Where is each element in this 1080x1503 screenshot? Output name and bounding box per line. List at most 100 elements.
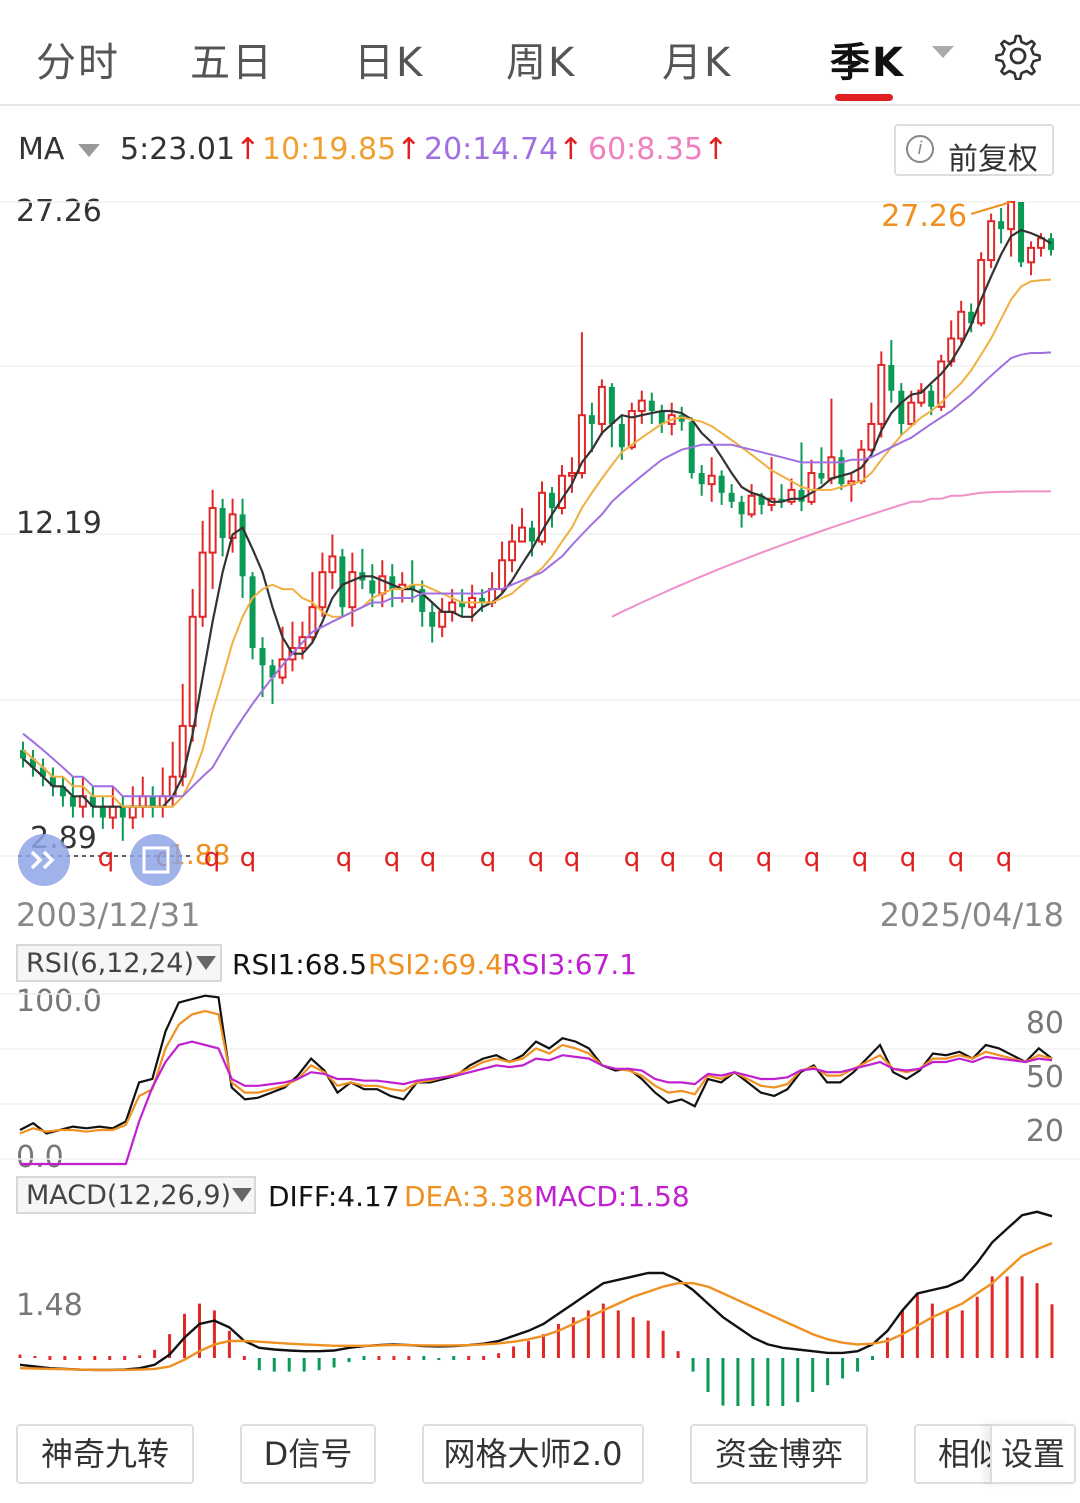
tab-weekly-k[interactable]: 周K (506, 40, 577, 86)
macd-histogram-bar (63, 1356, 67, 1360)
rsi-selector[interactable]: RSI(6,12,24) (16, 944, 222, 982)
macd-histogram-bar (168, 1334, 172, 1358)
magic-nine-button[interactable]: 神奇九转 (16, 1424, 194, 1484)
macd-histogram-bar (123, 1356, 127, 1360)
tab-five-day[interactable]: 五日 (190, 40, 274, 86)
candle-body-down (1048, 238, 1055, 251)
candle-body-up (957, 310, 966, 340)
q-signal-marker: q (384, 843, 401, 873)
macd-histogram-bar (766, 1358, 770, 1406)
rsi1-value: RSI1:68.5 (232, 948, 368, 981)
tab-intraday[interactable]: 分时 (36, 40, 120, 86)
macd-histogram-bar (631, 1317, 635, 1358)
candle-body-down (369, 580, 376, 594)
macd-histogram-bar (512, 1346, 516, 1358)
candle-body-down (409, 584, 416, 590)
candle-body-up (557, 474, 566, 510)
macd-histogram-bar (960, 1310, 964, 1358)
rsi-chart[interactable] (0, 986, 1080, 1166)
tab-quarterly-k[interactable]: 季K (830, 40, 905, 86)
ma-selector-label[interactable]: MA (18, 132, 65, 167)
candle-body-up (787, 488, 796, 503)
candle-body-down (758, 495, 765, 505)
dea-line (19, 1241, 1053, 1372)
end-date: 2025/04/18 (879, 896, 1064, 934)
candle-body-up (348, 571, 357, 609)
q-signal-marker: q (852, 843, 869, 873)
macd-histogram-bar (317, 1358, 321, 1371)
rsi-axis-50: 50 (1025, 1060, 1064, 1095)
macd-histogram-bar (541, 1334, 545, 1358)
candle-body-up (448, 601, 457, 613)
macd-histogram-bar (138, 1355, 142, 1358)
candle-body-up (707, 474, 716, 486)
candle-body-down (738, 501, 745, 515)
candle-body-up (198, 551, 207, 618)
ma60-value: 60:8.35↑ (588, 132, 729, 167)
settings-button[interactable]: 设置 (990, 1424, 1076, 1484)
macd-title: MACD(12,26,9) (26, 1180, 232, 1211)
chevron-down-icon[interactable] (932, 46, 954, 58)
macd-histogram-bar (601, 1303, 605, 1358)
candle-body-up (188, 615, 197, 727)
tab-daily-k[interactable]: 日K (354, 40, 425, 86)
q-signal-marker: q (98, 843, 115, 873)
square-icon (142, 846, 170, 874)
gear-icon[interactable] (994, 32, 1042, 80)
macd-histogram-bar (841, 1358, 845, 1379)
candle-body-up (917, 389, 926, 404)
macd-histogram-bar (242, 1356, 246, 1360)
candle-body-up (508, 540, 517, 562)
candle-body-up (987, 220, 996, 262)
ma-dropdown-icon[interactable] (78, 144, 100, 157)
macd-histogram-bar (975, 1296, 979, 1358)
rsi-dropdown-icon[interactable] (196, 956, 216, 970)
candle-body-up (807, 472, 816, 503)
tab-monthly-k[interactable]: 月K (662, 40, 733, 86)
candle-body-up (577, 414, 586, 475)
macd-histogram-bar (467, 1356, 471, 1360)
macd-histogram-bar (930, 1303, 934, 1358)
macd-histogram-bar (646, 1320, 650, 1358)
candle-body-down (998, 221, 1005, 230)
macd-diff-value: DIFF:4.17 (268, 1180, 400, 1213)
macd-selector[interactable]: MACD(12,26,9) (16, 1176, 256, 1214)
high-price-marker: 27.26 (881, 199, 967, 234)
macd-histogram-bar (616, 1310, 620, 1358)
ma10-line (22, 278, 1052, 808)
candle-body-down (818, 473, 825, 479)
candle-body-down (219, 508, 226, 539)
candle-body-down (658, 410, 665, 424)
candle-body-up (318, 571, 327, 609)
candle-body-down (459, 602, 466, 608)
candle-body-down (648, 400, 655, 411)
q-signal-marker: q (996, 843, 1013, 873)
high-marker-line (970, 201, 1012, 215)
q-signal-marker: q (204, 843, 221, 873)
d-signal-button[interactable]: D信号 (240, 1424, 376, 1484)
price-adjust-button[interactable]: i 前复权 (894, 124, 1054, 177)
grid-master-button[interactable]: 网格大师2.0 (422, 1424, 644, 1484)
candle-body-down (249, 576, 256, 649)
macd-histogram-bar (18, 1354, 22, 1358)
macd-histogram-bar (1020, 1276, 1024, 1358)
q-signal-marker: q (624, 843, 641, 873)
kline-chart[interactable]: 27.262.891.88qqqqqqqqqqqqqqqqqqq (0, 180, 1080, 890)
candle-body-down (19, 749, 26, 759)
candle-body-down (479, 597, 486, 603)
price-axis-top: 27.26 (16, 194, 102, 229)
macd-histogram-bar (721, 1358, 725, 1406)
capital-game-button[interactable]: 资金博弈 (690, 1424, 868, 1484)
candle-body-down (618, 423, 625, 448)
macd-histogram-bar (990, 1276, 994, 1358)
candle-body-up (597, 385, 606, 425)
candle-body-down (898, 390, 905, 424)
macd-histogram-bar (871, 1356, 875, 1360)
macd-dea-value: DEA:3.38 (404, 1180, 534, 1213)
q-signal-marker: q (564, 843, 581, 873)
candle-body-down (259, 648, 266, 666)
candle-body-down (99, 806, 106, 818)
macd-histogram-bar (362, 1356, 366, 1360)
macd-chart[interactable] (0, 1210, 1080, 1406)
macd-dropdown-icon[interactable] (232, 1188, 252, 1202)
